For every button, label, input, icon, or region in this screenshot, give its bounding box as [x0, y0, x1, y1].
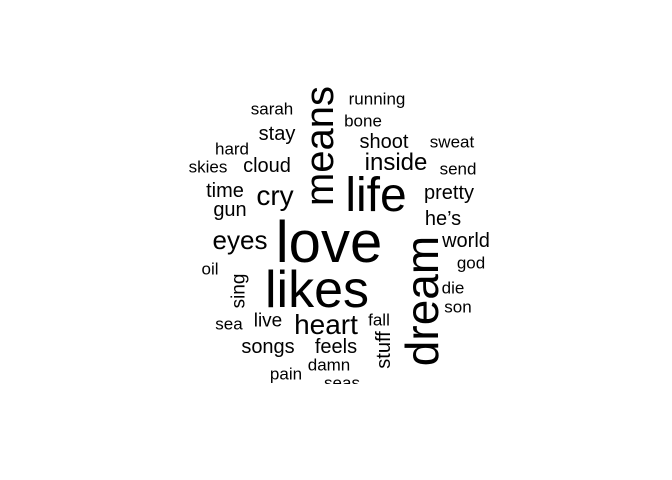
word-songs: songs	[241, 336, 295, 358]
word-likes: likes	[264, 261, 370, 319]
word-pretty: pretty	[423, 182, 475, 204]
word-sea: sea	[215, 314, 243, 334]
word-fall: fall	[368, 310, 390, 330]
word-live: live	[253, 310, 283, 332]
word-bone: bone	[344, 111, 382, 131]
word-cry: cry	[256, 180, 294, 211]
word-son: son	[444, 297, 472, 317]
word-world: world	[442, 230, 490, 252]
word-damn: damn	[307, 355, 351, 375]
word-heart: heart	[294, 309, 358, 340]
word-stay: stay	[258, 123, 296, 145]
word-die: die	[441, 278, 465, 298]
word-god: god	[456, 253, 486, 273]
word-sing: sing	[228, 273, 250, 309]
word-hard: hard	[214, 139, 250, 159]
word-dream: dream	[396, 235, 448, 367]
word-oil: oil	[201, 259, 219, 279]
word-life: life	[345, 169, 407, 222]
word-means: means	[298, 85, 342, 207]
word-sarah: sarah	[250, 99, 294, 119]
word-feels: feels	[314, 336, 358, 358]
word-sweat: sweat	[429, 132, 475, 152]
word-skies: skies	[188, 157, 228, 177]
word-time: time	[206, 180, 244, 202]
word-cloud: cloud	[243, 155, 291, 177]
word-inside: inside	[364, 149, 428, 176]
word-eyes: eyes	[212, 225, 268, 255]
word-running: running	[348, 89, 406, 109]
word-stuff: stuff	[373, 331, 395, 369]
word-seas: seas	[324, 373, 360, 385]
word-love: love	[275, 210, 383, 275]
word-pain: pain	[269, 364, 303, 384]
word-send: send	[439, 159, 477, 179]
word-shoot: shoot	[359, 131, 409, 153]
word-cloud-canvas: love likes dream life means heart eyes c…	[188, 85, 490, 385]
word-gun: gun	[213, 199, 247, 221]
word-hes: he’s	[424, 208, 462, 230]
